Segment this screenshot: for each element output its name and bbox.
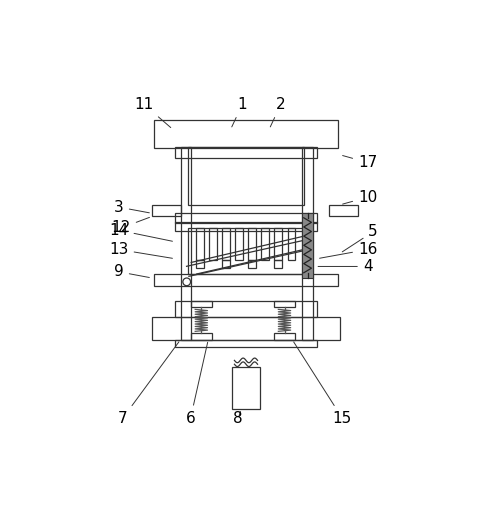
Bar <box>196 261 204 268</box>
Bar <box>248 261 256 268</box>
Text: 1: 1 <box>232 97 247 127</box>
Bar <box>191 333 212 340</box>
Text: 8: 8 <box>233 411 243 426</box>
Bar <box>275 261 282 268</box>
Text: 12: 12 <box>112 217 149 236</box>
Text: 17: 17 <box>343 155 377 170</box>
Bar <box>329 205 359 216</box>
Text: 6: 6 <box>186 342 208 426</box>
Bar <box>275 228 282 261</box>
Text: 14: 14 <box>109 223 172 241</box>
Bar <box>175 213 317 223</box>
Bar <box>188 228 304 274</box>
Text: 7: 7 <box>118 342 179 426</box>
Text: 2: 2 <box>270 97 286 127</box>
Bar <box>180 147 192 340</box>
Bar <box>188 147 304 205</box>
Text: 13: 13 <box>109 242 172 258</box>
Bar <box>175 222 317 231</box>
Bar <box>196 228 204 261</box>
Text: 10: 10 <box>343 190 377 205</box>
Bar <box>232 367 260 409</box>
Bar <box>154 274 338 287</box>
Bar <box>222 261 230 268</box>
Bar <box>209 228 217 261</box>
Bar <box>302 213 313 278</box>
Bar <box>274 301 295 307</box>
Bar <box>288 228 295 261</box>
Text: 16: 16 <box>320 242 377 258</box>
Bar <box>302 147 313 340</box>
Bar <box>152 317 340 340</box>
Text: 15: 15 <box>294 342 352 426</box>
Bar <box>175 147 317 158</box>
Text: 5: 5 <box>342 224 378 252</box>
Text: 11: 11 <box>135 97 171 127</box>
Bar <box>175 301 317 317</box>
Bar <box>175 340 317 347</box>
Text: 3: 3 <box>114 200 149 215</box>
Bar <box>262 228 269 261</box>
Bar <box>235 228 243 261</box>
Bar <box>248 228 256 261</box>
Bar <box>274 333 295 340</box>
Bar <box>222 228 230 261</box>
Bar <box>191 301 212 307</box>
Bar <box>152 205 181 216</box>
Bar <box>154 120 338 148</box>
Text: 4: 4 <box>318 259 372 274</box>
Text: 9: 9 <box>114 264 149 279</box>
